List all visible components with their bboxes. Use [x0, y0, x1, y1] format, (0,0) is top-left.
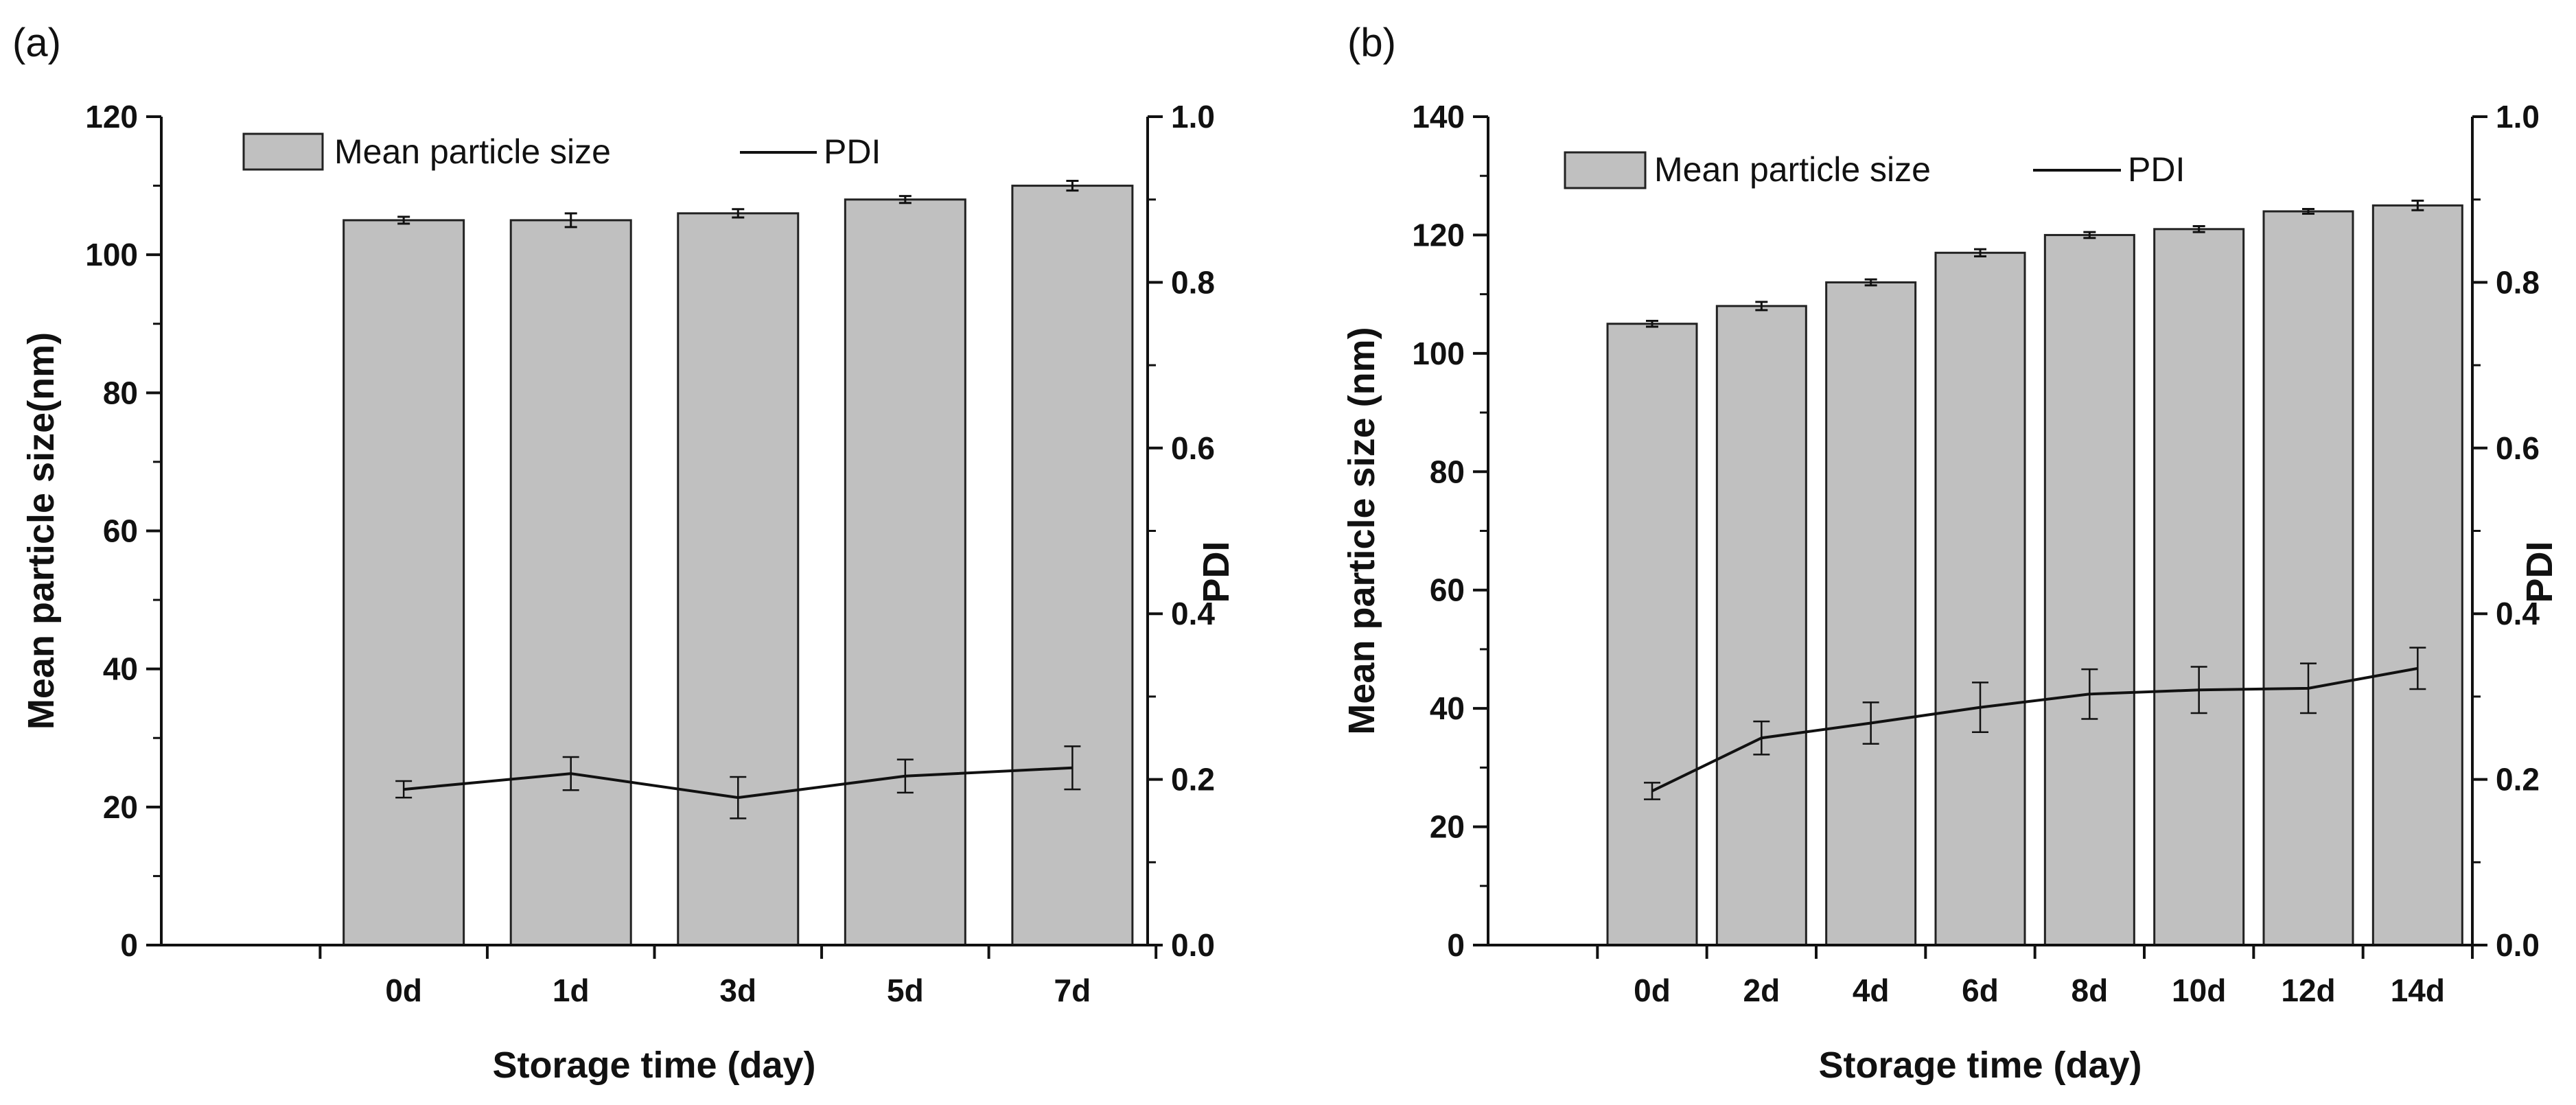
- x-tick-label: 6d: [1962, 973, 1999, 1008]
- y2-tick-label: 1.0: [2496, 99, 2540, 135]
- legend-bar-swatch: [1564, 151, 1647, 189]
- legend-bar-label: Mean particle size: [334, 132, 611, 171]
- y2-tick-label: 0.4: [2496, 596, 2540, 631]
- y-tick-label: 100: [85, 237, 138, 272]
- x-axis-title: Storage time (day): [1818, 1045, 2142, 1086]
- y-tick-label: 120: [85, 99, 138, 135]
- bar-0d: [1606, 323, 1698, 946]
- y2-tick-label: 0.2: [1171, 762, 1215, 798]
- y-tick-label: 100: [1412, 336, 1465, 371]
- y-tick-label: 0: [1447, 927, 1465, 963]
- x-tick-label: 1d: [553, 973, 590, 1008]
- bar-0d: [343, 219, 465, 946]
- y-tick-label: 60: [103, 513, 138, 549]
- y-tick-label: 20: [1430, 809, 1465, 845]
- x-axis-title: Storage time (day): [492, 1045, 815, 1086]
- legend-line-label: PDI: [2128, 150, 2185, 189]
- bar-10d: [2153, 228, 2245, 946]
- y2-tick-label: 0.8: [2496, 264, 2540, 300]
- bar-2d: [1715, 305, 1807, 946]
- y-tick-label: 80: [103, 375, 138, 410]
- x-tick-label: 0d: [385, 973, 422, 1008]
- bar-4d: [1825, 281, 1917, 946]
- y2-tick-label: 0.4: [1171, 596, 1215, 631]
- pdi-line: [1651, 666, 2418, 793]
- bar-3d: [677, 212, 800, 946]
- y-tick-label: 40: [103, 651, 138, 687]
- y-tick-label: 40: [1430, 690, 1465, 726]
- y-axis-title: Mean particle size(nm): [21, 332, 62, 730]
- panel-label: (a): [12, 21, 61, 65]
- x-tick-label: 2d: [1743, 973, 1780, 1008]
- legend-bar-label: Mean particle size: [1654, 150, 1931, 189]
- legend-bar-swatch: [242, 132, 324, 171]
- bar-14d: [2371, 204, 2463, 946]
- x-tick-label: 3d: [719, 973, 756, 1008]
- x-tick-label: 10d: [2172, 973, 2226, 1008]
- y2-tick-label: 0.6: [1171, 430, 1215, 466]
- y-tick-label: 20: [103, 789, 138, 825]
- y2-tick-label: 0.0: [2496, 927, 2540, 963]
- y-tick-label: 0: [120, 927, 138, 963]
- y-tick-label: 120: [1412, 217, 1465, 253]
- x-tick-label: 5d: [887, 973, 924, 1008]
- bar-8d: [2043, 233, 2135, 946]
- y-tick-label: 60: [1430, 572, 1465, 608]
- x-tick-label: 7d: [1054, 973, 1091, 1008]
- x-tick-label: 0d: [1634, 973, 1671, 1008]
- y2-tick-label: 0.0: [1171, 927, 1215, 963]
- x-tick-label: 14d: [2391, 973, 2445, 1008]
- y2-axis-title: PDI: [1196, 541, 1237, 603]
- bar-7d: [1011, 185, 1134, 946]
- y-axis-title: Mean particle size (nm): [1341, 327, 1382, 734]
- panel-label: (b): [1347, 21, 1396, 65]
- panel-a: (a) 0 20 40 60 80 100 120 0.0 0.2 0.4 0.6 0.8 1.0 0d 1d…: [12, 21, 1237, 1086]
- bar-6d: [1934, 251, 2026, 946]
- bar-5d: [844, 198, 966, 946]
- bar-1d: [509, 219, 632, 946]
- y2-tick-label: 1.0: [1171, 99, 1215, 135]
- bar-12d: [2262, 210, 2354, 946]
- panel-b: (b) 0 20 40 60 80 100 120 140 0.0 0.2 0.4 0.6 0.8 1.0 0…: [1341, 21, 2560, 1086]
- legend-line-label: PDI: [824, 132, 881, 171]
- y2-tick-label: 0.8: [1171, 264, 1215, 300]
- x-tick-label: 8d: [2071, 973, 2108, 1008]
- x-tick-label: 4d: [1853, 973, 1890, 1008]
- x-tick-label: 12d: [2281, 973, 2335, 1008]
- y2-tick-label: 0.6: [2496, 430, 2540, 466]
- y-tick-label: 80: [1430, 454, 1465, 489]
- y-tick-label: 140: [1412, 99, 1465, 135]
- y2-tick-label: 0.2: [2496, 762, 2540, 798]
- y2-axis-title: PDI: [2519, 541, 2560, 603]
